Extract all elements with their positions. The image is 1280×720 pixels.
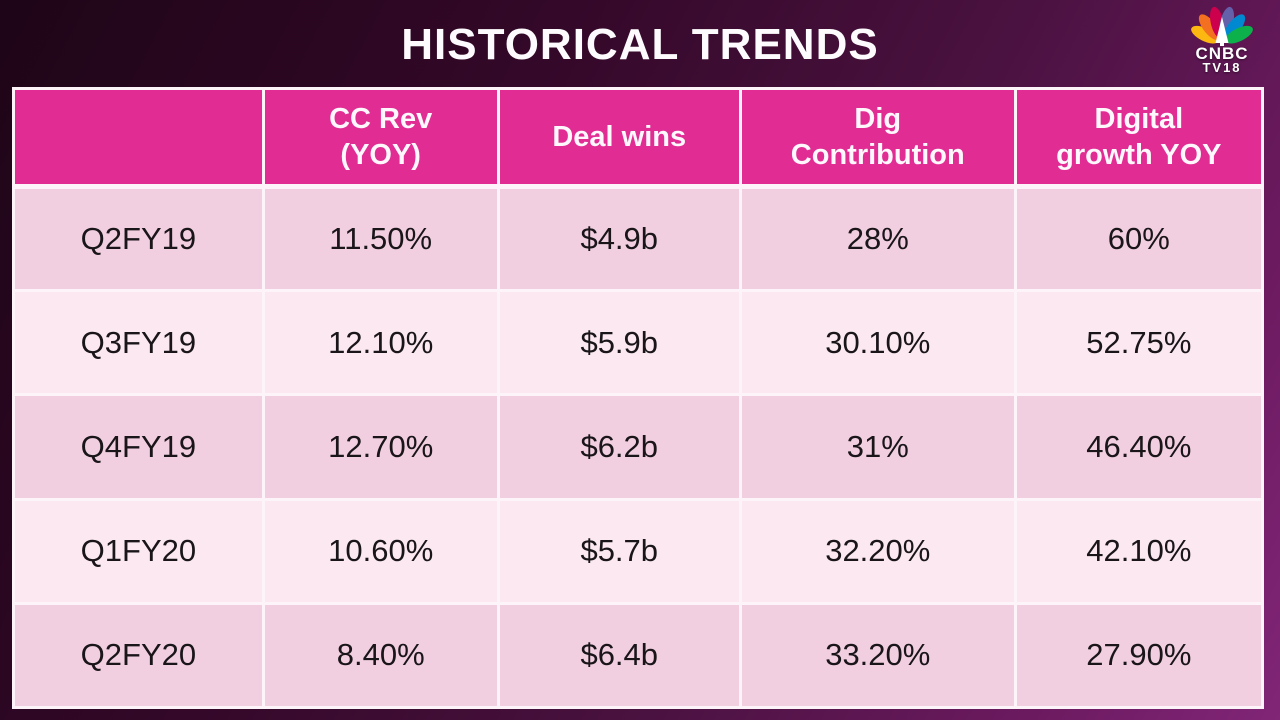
table-row: Q2FY19 11.50% $4.9b 28% 60% xyxy=(12,184,1265,293)
logo-line1: CNBC xyxy=(1195,44,1249,63)
table-row: Q3FY19 12.10% $5.9b 30.10% 52.75% xyxy=(12,289,1265,397)
page-title: HISTORICAL TRENDS xyxy=(401,20,879,69)
cell-dig-contribution: 33.20% xyxy=(738,601,1017,710)
header-cell-quarter xyxy=(12,87,265,189)
cell-deal-wins: $5.7b xyxy=(496,497,742,605)
cell-cc-rev: 11.50% xyxy=(261,184,500,293)
cell-deal-wins: $4.9b xyxy=(496,184,742,293)
cell-dig-contribution: 32.20% xyxy=(738,497,1017,605)
cell-dig-contribution: 28% xyxy=(738,184,1017,293)
cell-dig-contribution: 30.10% xyxy=(738,289,1017,397)
cell-digital-growth: 27.90% xyxy=(1013,601,1265,710)
cell-digital-growth: 52.75% xyxy=(1013,289,1265,397)
header-cell-digital-growth: Digital growth YOY xyxy=(1013,87,1265,189)
cell-dig-contribution: 31% xyxy=(738,393,1017,501)
peacock-icon xyxy=(1182,6,1262,46)
cell-cc-rev: 12.70% xyxy=(261,393,500,501)
cell-cc-rev: 10.60% xyxy=(261,497,500,605)
cell-quarter: Q2FY20 xyxy=(12,601,265,710)
header-row: CC Rev (YOY) Deal wins Dig Contribution … xyxy=(12,87,1265,189)
cell-deal-wins: $5.9b xyxy=(496,289,742,397)
table-row: Q4FY19 12.70% $6.2b 31% 46.40% xyxy=(12,393,1265,501)
table-row: Q1FY20 10.60% $5.7b 32.20% 42.10% xyxy=(12,497,1265,605)
logo-text: CNBC TV18 xyxy=(1182,44,1262,76)
cell-cc-rev: 8.40% xyxy=(261,601,500,710)
cell-quarter: Q1FY20 xyxy=(12,497,265,605)
logo-line2: TV18 xyxy=(1202,60,1242,76)
cell-digital-growth: 60% xyxy=(1013,184,1265,293)
cell-quarter: Q3FY19 xyxy=(12,289,265,397)
table-row: Q2FY20 8.40% $6.4b 33.20% 27.90% xyxy=(12,601,1265,710)
cell-deal-wins: $6.4b xyxy=(496,601,742,710)
cell-digital-growth: 42.10% xyxy=(1013,497,1265,605)
historical-trends-table: CC Rev (YOY) Deal wins Dig Contribution … xyxy=(12,87,1265,710)
cell-cc-rev: 12.10% xyxy=(261,289,500,397)
header-cell-deal-wins: Deal wins xyxy=(496,87,742,189)
cnbc-tv18-logo: CNBC TV18 xyxy=(1182,6,1262,74)
cell-quarter: Q4FY19 xyxy=(12,393,265,501)
cell-deal-wins: $6.2b xyxy=(496,393,742,501)
cell-digital-growth: 46.40% xyxy=(1013,393,1265,501)
header-cell-dig-contribution: Dig Contribution xyxy=(738,87,1017,189)
header-cell-cc-rev: CC Rev (YOY) xyxy=(261,87,500,189)
cell-quarter: Q2FY19 xyxy=(12,184,265,293)
